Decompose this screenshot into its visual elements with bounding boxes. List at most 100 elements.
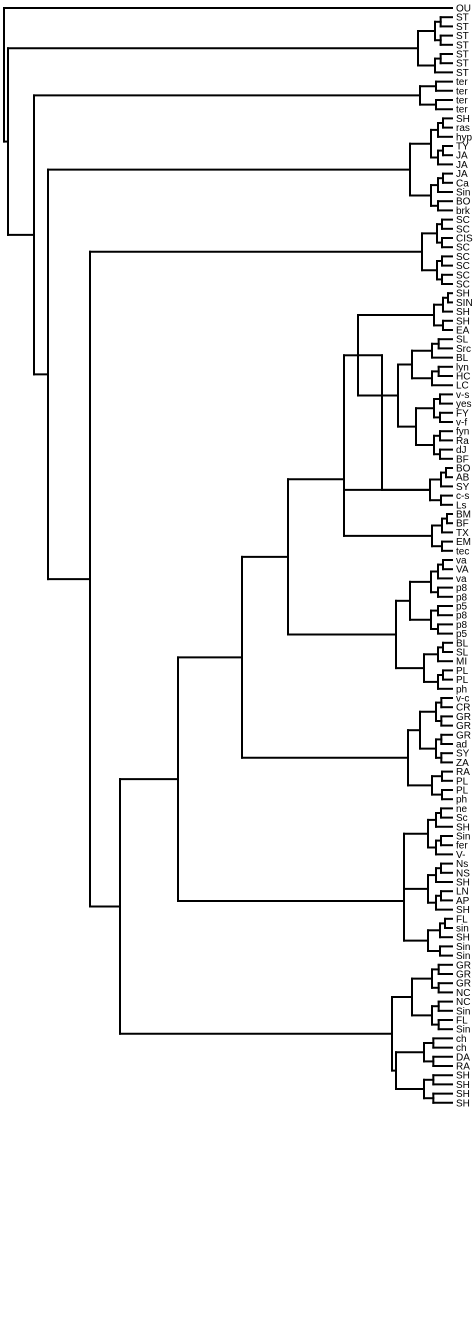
leaf-label: sin — [456, 924, 469, 935]
leaf-label: SH — [456, 878, 470, 889]
leaf-label: ne — [456, 804, 468, 815]
leaf-label: PL — [456, 786, 469, 797]
leaf-label: TX — [456, 528, 469, 539]
leaf-label: hyp — [456, 132, 473, 143]
leaf-label: ter — [456, 86, 468, 97]
leaf-label: EA — [456, 326, 470, 337]
leaf-label: SY — [456, 482, 470, 493]
leaf-label: PL — [456, 675, 469, 686]
leaf-label: JA — [456, 160, 468, 171]
leaf-label: ZA — [456, 758, 469, 769]
leaf-label: Sin — [456, 832, 470, 843]
leaf-label: ter — [456, 77, 468, 88]
leaf-label: SH — [456, 822, 470, 833]
leaf-label: p5 — [456, 629, 468, 640]
leaf-label: DA — [456, 1052, 470, 1063]
leaf-label: BF — [456, 454, 469, 465]
leaf-label: TY — [456, 142, 469, 153]
leaf-label: FL — [456, 1016, 468, 1027]
leaf-label: SY — [456, 749, 470, 760]
leaf-label: NC — [456, 988, 470, 999]
leaf-label: p8 — [456, 620, 468, 631]
leaf-label: VA — [456, 565, 469, 576]
leaf-label: p8 — [456, 592, 468, 603]
leaf-label: SH — [456, 1089, 470, 1100]
leaf-label: BO — [456, 197, 471, 208]
leaf-label: CR — [456, 703, 470, 714]
leaf-label: HC — [456, 372, 470, 383]
leaf-label: SH — [456, 316, 470, 327]
leaf-label: v-f — [456, 418, 467, 429]
leaf-label: tec — [456, 546, 469, 557]
leaf-label: JA — [456, 169, 468, 180]
leaf-label: Src — [456, 344, 471, 355]
leaf-label: BM — [456, 510, 471, 521]
leaf-label: EM — [456, 537, 471, 548]
leaf-label: Sin — [456, 942, 470, 953]
leaf-label: SL — [456, 335, 469, 346]
leaf-label: V- — [456, 850, 465, 861]
leaf-label: BL — [456, 638, 469, 649]
leaf-label: BL — [456, 353, 469, 364]
leaf-label: SH — [456, 933, 470, 944]
leaf-label: GR — [456, 979, 471, 990]
leaf-label: ST — [456, 68, 469, 79]
leaf-label: GR — [456, 730, 471, 741]
leaf-label: RA — [456, 1062, 470, 1073]
leaf-label: va — [456, 556, 467, 567]
leaf-label: SC — [456, 261, 470, 272]
leaf-label: SH — [456, 307, 470, 318]
leaf-label: Sin — [456, 1025, 470, 1036]
leaf-label: ST — [456, 31, 469, 42]
leaf-label: SL — [456, 648, 469, 659]
leaf-label: Ca — [456, 178, 469, 189]
leaf-label: SC — [456, 243, 470, 254]
leaf-label: fer — [456, 841, 468, 852]
leaf-label: brk — [456, 206, 471, 217]
leaf-label: ch — [456, 1043, 467, 1054]
leaf-label: GR — [456, 970, 471, 981]
leaf-label: AP — [456, 896, 470, 907]
leaf-label: AB — [456, 473, 470, 484]
leaf-label: Sc — [456, 813, 468, 824]
leaf-label: JA — [456, 151, 468, 162]
leaf-label: fyn — [456, 427, 469, 438]
leaf-label: SC — [456, 215, 470, 226]
leaf-label: Sin — [456, 1006, 470, 1017]
leaf-label: NC — [456, 997, 470, 1008]
tree-branches — [3, 7, 453, 1104]
leaf-label: ST — [456, 22, 469, 33]
leaf-label: ph — [456, 684, 467, 695]
leaf-label: SC — [456, 252, 470, 263]
leaf-label: dJ — [456, 445, 467, 456]
leaf-label: p5 — [456, 602, 468, 613]
leaf-label: ST — [456, 50, 469, 61]
leaf-label: RA — [456, 767, 470, 778]
leaf-label: ph — [456, 795, 467, 806]
leaf-label: LN — [456, 887, 469, 898]
leaf-label: yes — [456, 399, 472, 410]
leaf-label: p8 — [456, 611, 468, 622]
leaf-label: SH — [456, 1098, 470, 1109]
leaf-label: GR — [456, 712, 471, 723]
leaf-label: lyn — [456, 362, 469, 373]
leaf-label: Sin — [456, 951, 470, 962]
leaf-label: SH — [456, 905, 470, 916]
leaf-label: BF — [456, 519, 469, 530]
leaf-label: ST — [456, 13, 469, 24]
leaf-label: SH — [456, 114, 470, 125]
leaf-label: CIS — [456, 234, 473, 245]
leaf-label: va — [456, 574, 467, 585]
leaf-label: SH — [456, 1080, 470, 1091]
leaf-label: ras — [456, 123, 470, 134]
leaf-label: c-s — [456, 491, 469, 502]
leaf-label: ST — [456, 40, 469, 51]
leaf-label: ch — [456, 1034, 467, 1045]
leaf-label: ST — [456, 59, 469, 70]
leaf-label: Ns — [456, 859, 468, 870]
leaf-label: SH — [456, 1071, 470, 1082]
leaf-label: v-s — [456, 390, 469, 401]
leaf-label: GR — [456, 721, 471, 732]
leaf-label: Ls — [456, 500, 467, 511]
